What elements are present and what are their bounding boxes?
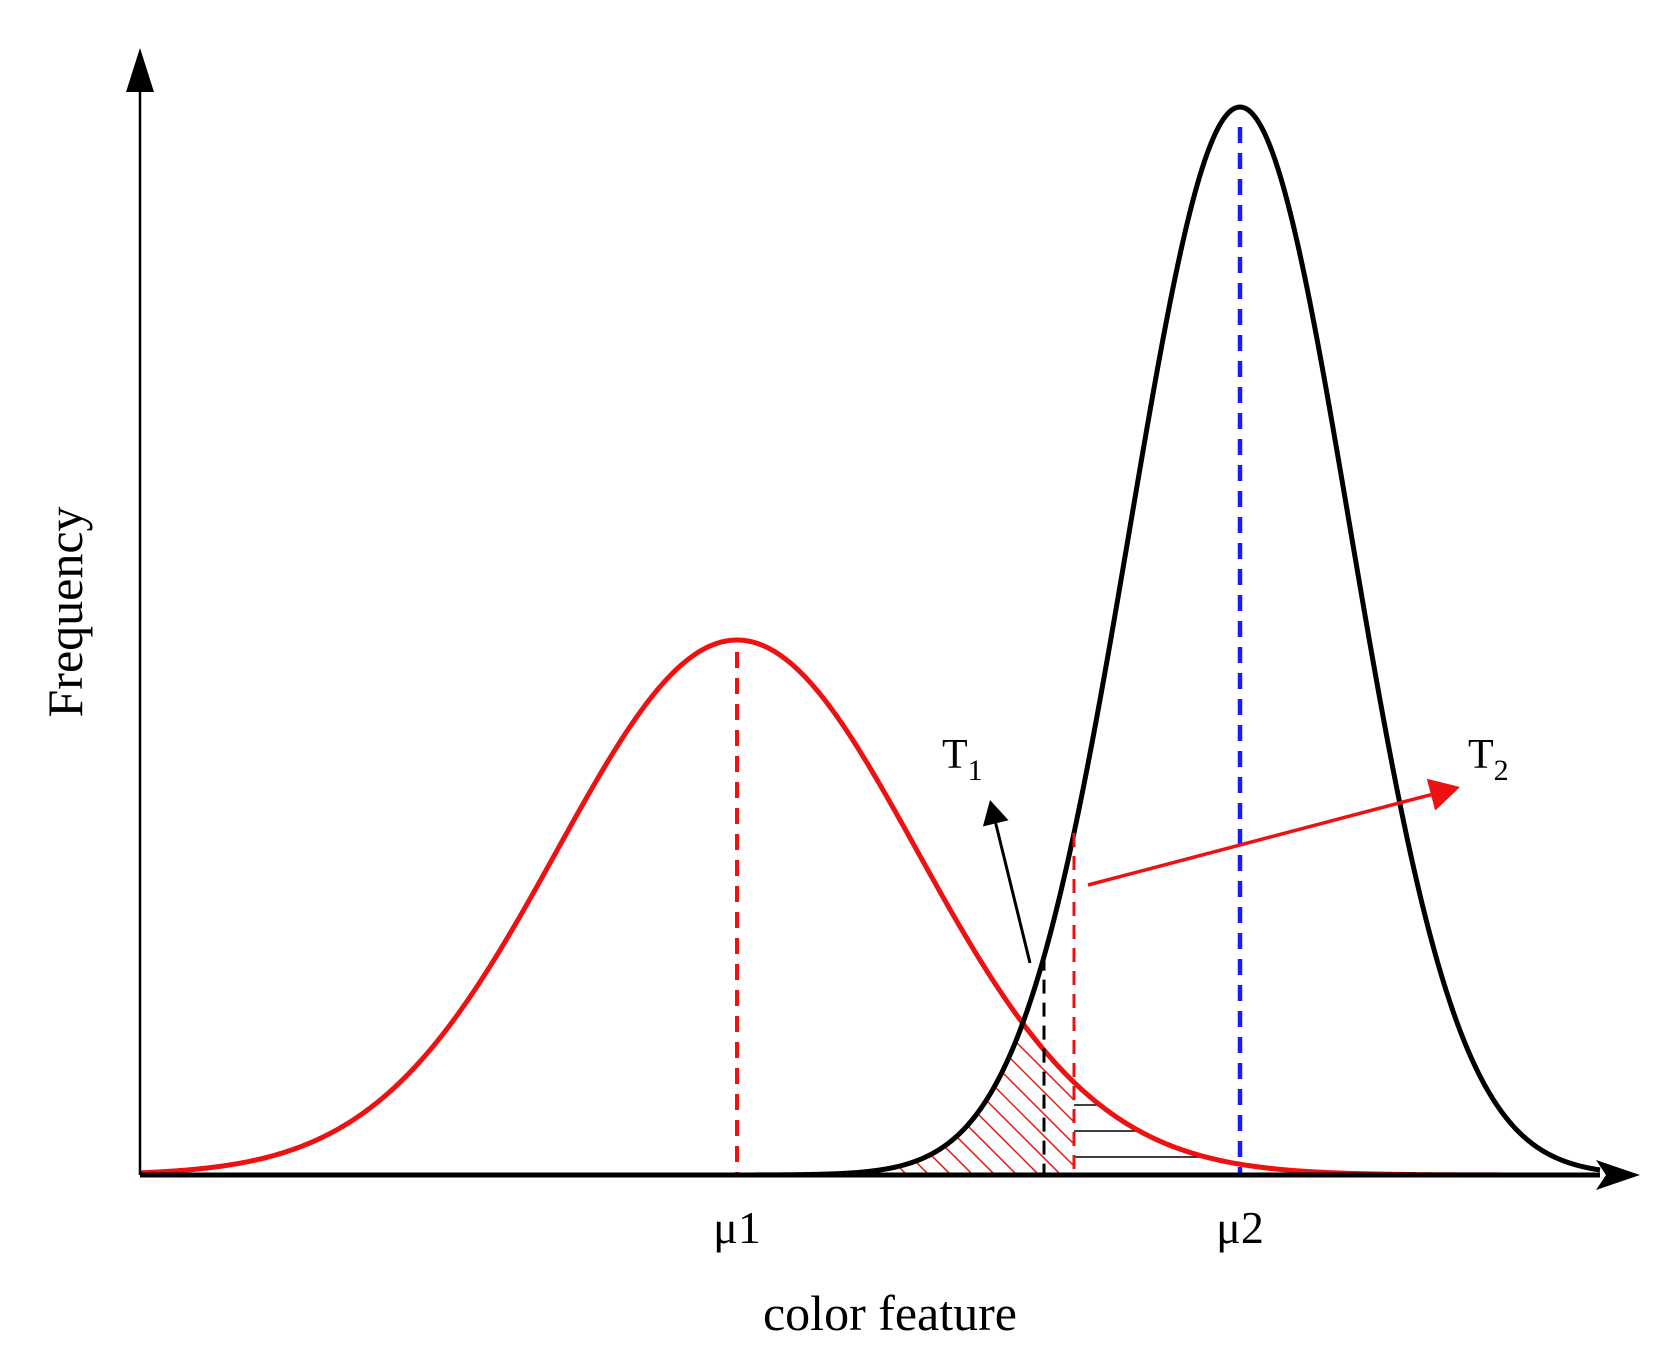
x-axis-label: color feature <box>763 1285 1017 1341</box>
red-hatch-stroke <box>1094 900 1394 1200</box>
black-hatched-region <box>1074 1104 1300 1158</box>
x-axis-arrowhead <box>1596 1160 1640 1190</box>
t2-letter: T <box>1468 732 1494 778</box>
threshold2-arrowhead <box>1426 778 1460 811</box>
red-hatch-stroke <box>1204 900 1504 1200</box>
t2-label: T2 <box>1468 732 1509 787</box>
red-hatch-stroke <box>900 1023 1021 1175</box>
red-hatch-stroke <box>900 1023 1074 1175</box>
y-axis-arrowhead <box>126 48 154 92</box>
red-hatch-stroke <box>1116 900 1416 1200</box>
red-hatch-stroke <box>500 900 800 1200</box>
red-hatch-stroke <box>900 1023 911 1175</box>
red-distribution-curve <box>139 637 1600 1178</box>
red-hatch-stroke <box>900 1023 1074 1175</box>
mu1-label: μ1 <box>713 1202 761 1253</box>
threshold2-arrow <box>1087 792 1432 887</box>
red-hatch-stroke <box>900 1023 1074 1175</box>
red-hatch-stroke <box>900 1023 1043 1175</box>
t1-subscript: 1 <box>968 754 983 787</box>
red-hatch-stroke <box>1182 900 1482 1200</box>
red-hatch-stroke <box>900 1023 955 1175</box>
threshold1-arrowhead <box>982 800 1009 827</box>
t1-letter: T <box>942 732 968 778</box>
red-hatch-stroke <box>1226 900 1526 1200</box>
black-distribution-curve <box>140 104 1601 1178</box>
y-axis-label: Frequency <box>37 506 93 717</box>
red-hatch-stroke <box>900 1023 1074 1175</box>
red-hatch-stroke <box>961 1023 1074 1175</box>
red-hatch-stroke <box>917 1023 1074 1175</box>
red-hatch-stroke <box>544 900 844 1200</box>
t1-label: T1 <box>942 732 983 787</box>
red-hatch-stroke <box>900 1023 933 1175</box>
red-hatch-stroke <box>1138 900 1438 1200</box>
red-hatch-stroke <box>1270 900 1570 1200</box>
red-hatch-stroke <box>566 900 866 1200</box>
red-hatch-stroke <box>1005 1023 1074 1175</box>
t2-subscript: 2 <box>1494 754 1509 787</box>
red-hatch-stroke <box>900 1023 999 1175</box>
mu2-label: μ2 <box>1216 1202 1264 1253</box>
red-hatch-stroke <box>1071 1023 1074 1175</box>
red-hatch-stroke <box>522 900 822 1200</box>
threshold1-arrow <box>994 822 1032 964</box>
red-hatch-stroke <box>900 1023 1065 1175</box>
red-hatch-stroke <box>1248 900 1548 1200</box>
